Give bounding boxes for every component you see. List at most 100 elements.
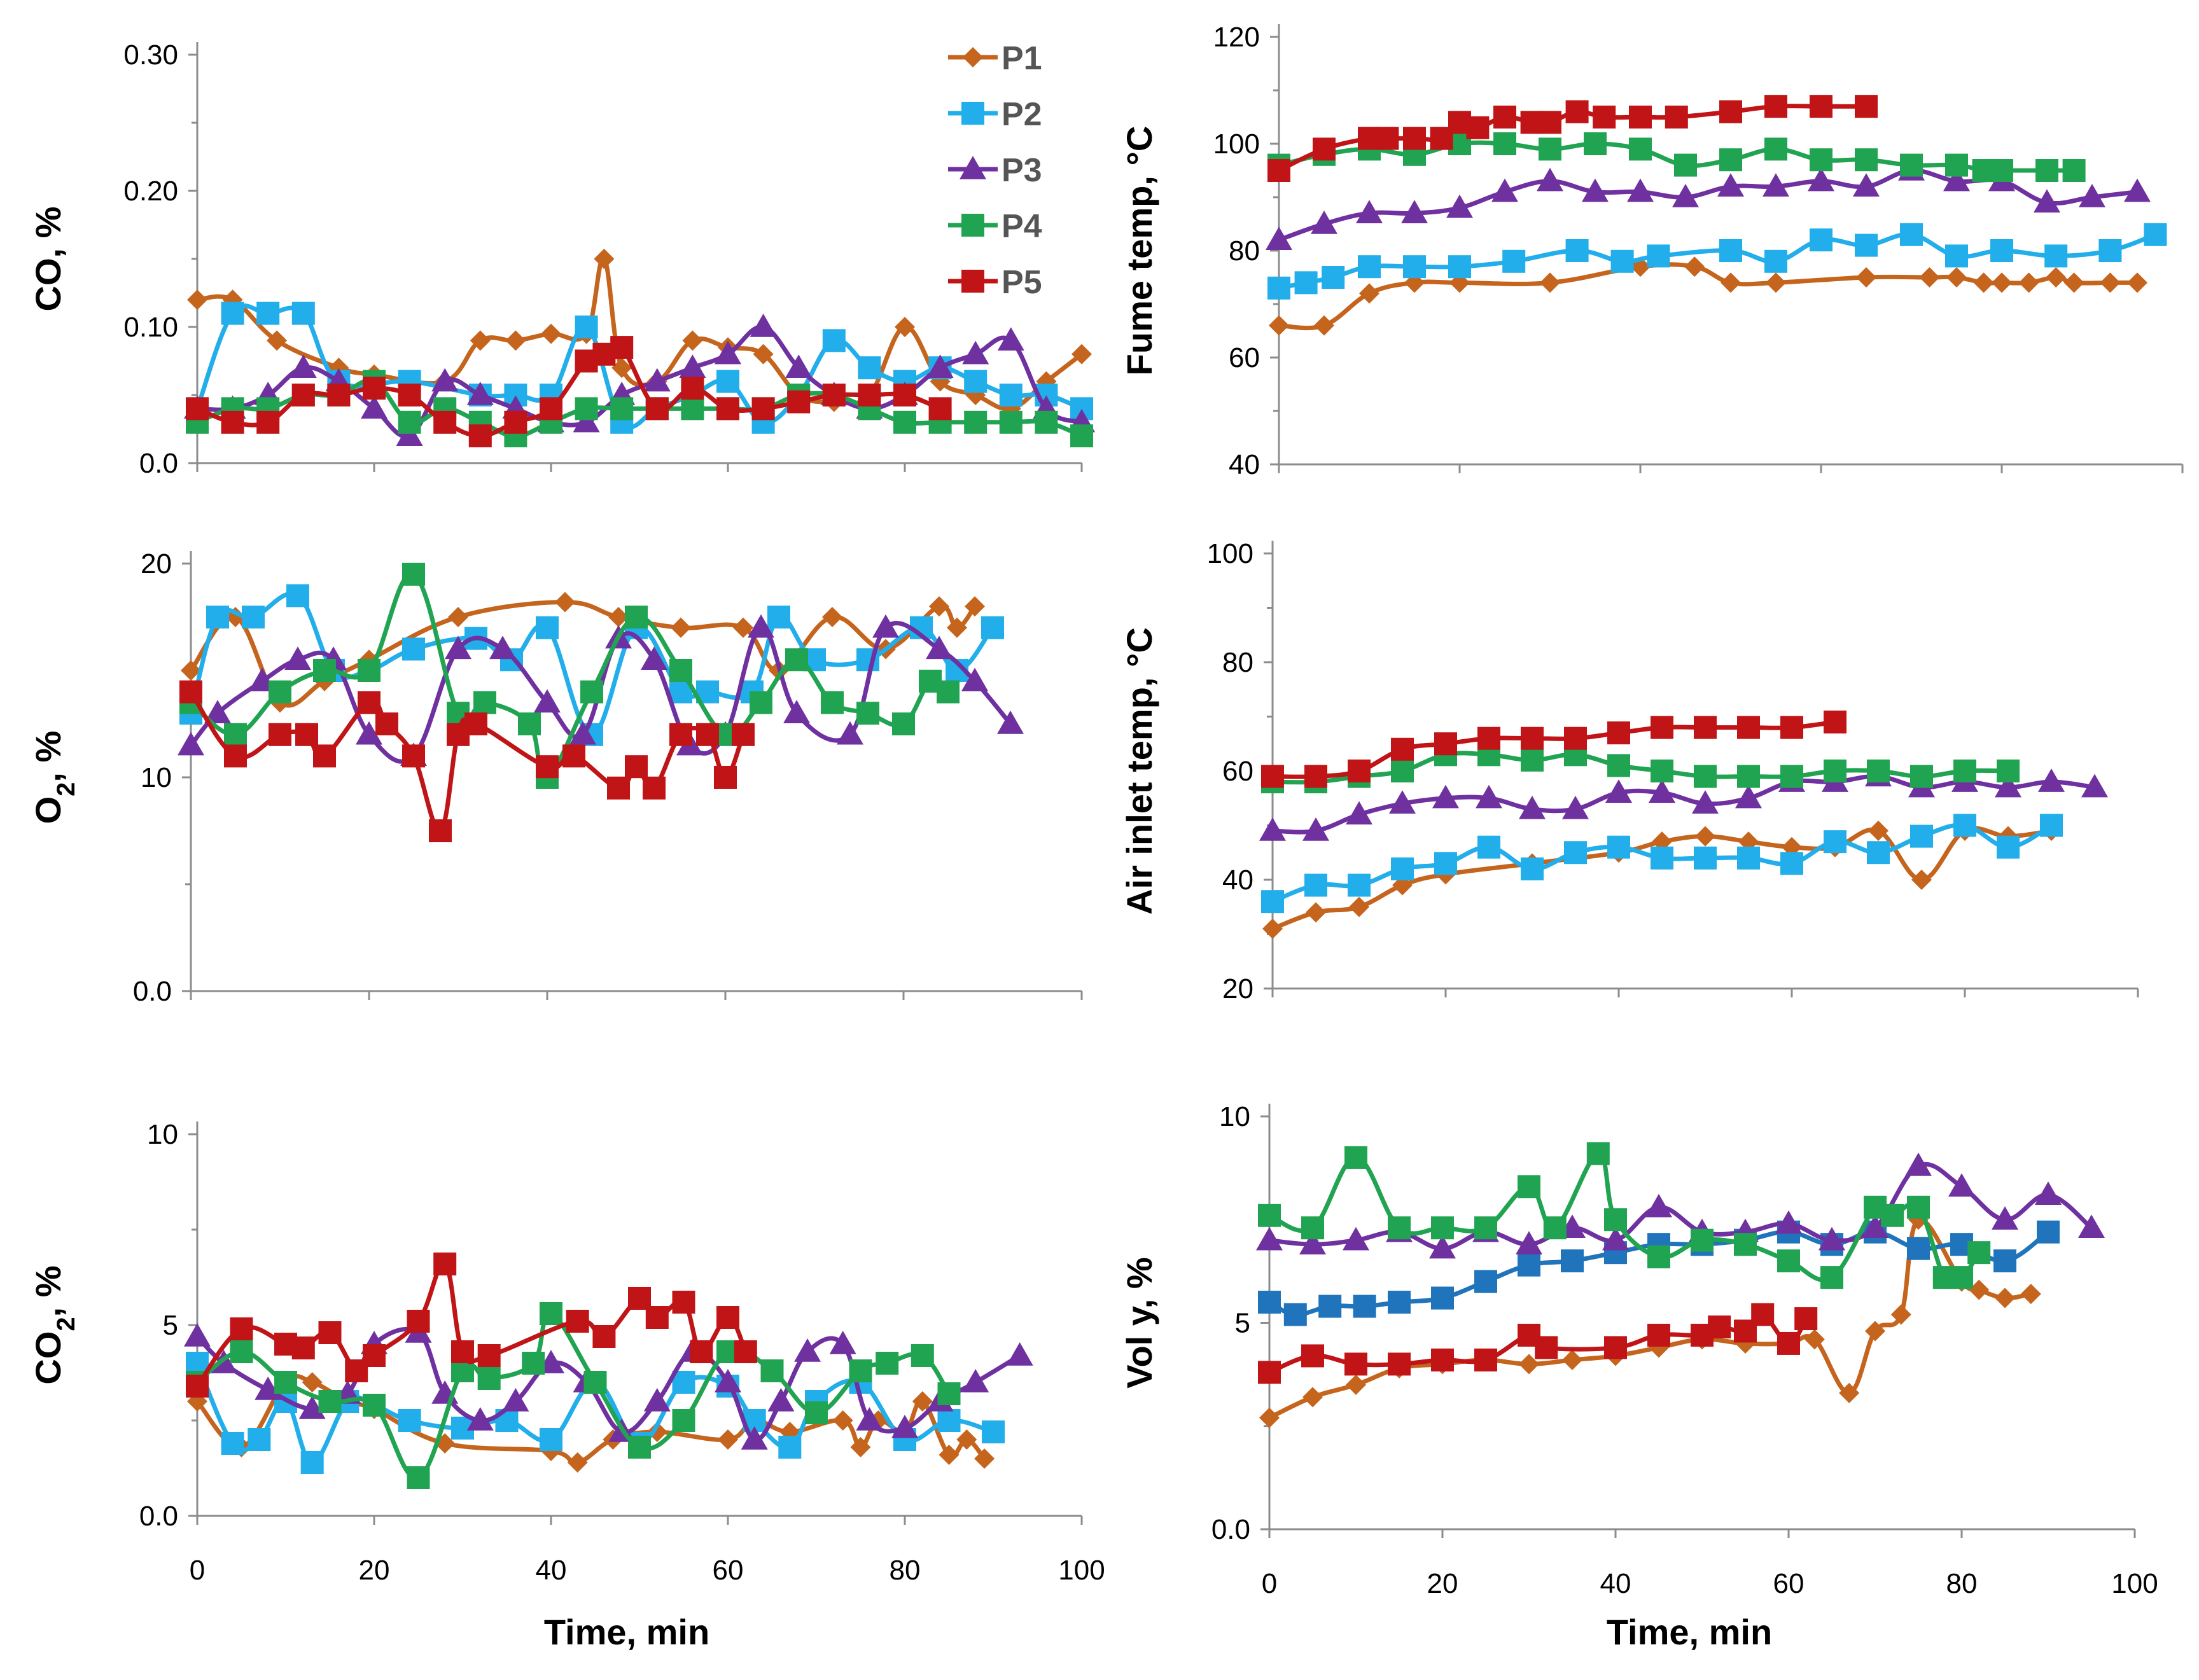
data-point-p1 <box>718 1429 738 1450</box>
data-point-p1 <box>1973 272 1994 293</box>
data-point-p3 <box>255 1377 282 1400</box>
legend-label: P1 <box>1002 40 1042 77</box>
data-point-p5 <box>1466 116 1490 139</box>
data-point-p2 <box>1304 873 1327 897</box>
legend-entry-p1: P1 <box>948 40 1042 77</box>
data-point-p3 <box>643 368 671 392</box>
data-point-p3 <box>1717 173 1744 197</box>
data-point-p5 <box>536 755 559 779</box>
data-point-p1 <box>1359 283 1379 304</box>
data-point-p1 <box>2063 272 2084 293</box>
data-point-p4 <box>230 1340 253 1363</box>
data-point-p5 <box>1824 711 1846 734</box>
data-point-p4 <box>1820 1266 1843 1289</box>
y-tick-label: 0.0 <box>133 976 172 1007</box>
data-point-p5 <box>1737 716 1760 739</box>
data-point-p1 <box>2020 1284 2041 1305</box>
data-point-p4 <box>1474 1216 1497 1240</box>
data-point-p5 <box>690 1340 713 1363</box>
data-point-p3 <box>2124 178 2151 202</box>
data-point-p1 <box>956 1429 977 1450</box>
data-point-p3 <box>396 422 423 446</box>
data-point-p5 <box>751 397 775 420</box>
data-point-p3 <box>1627 178 1654 202</box>
y-tick-label: 40 <box>1229 449 1260 480</box>
data-point-p3 <box>926 354 954 378</box>
data-point-p2 <box>1267 276 1290 300</box>
data-point-p1 <box>1302 1387 1323 1408</box>
data-point-p4 <box>2062 159 2086 182</box>
data-point-p5 <box>1651 716 1673 739</box>
data-point-p2 <box>1993 1249 2016 1273</box>
data-point-p2 <box>1431 1286 1454 1310</box>
data-point-p4 <box>1953 760 1976 782</box>
data-point-p5 <box>645 397 669 420</box>
data-point-p3 <box>1605 779 1632 803</box>
data-point-p3 <box>284 646 311 670</box>
data-point-p2 <box>1953 814 1976 837</box>
data-point-p5 <box>592 1325 616 1348</box>
data-point-p3 <box>1819 1226 1845 1251</box>
data-point-p1 <box>1684 256 1705 277</box>
data-point-p1 <box>1911 870 1932 890</box>
chart-o2: 0.0 10 20 O2, % <box>28 548 1083 1007</box>
data-point-p4 <box>313 659 336 682</box>
data-point-p5 <box>363 1344 386 1367</box>
data-point-p2 <box>937 1409 961 1432</box>
data-point-p5 <box>186 397 209 420</box>
data-point-p3 <box>1346 801 1372 825</box>
data-point-p5 <box>1694 716 1717 739</box>
data-point-p1 <box>1562 1349 1582 1370</box>
data-point-p5 <box>1313 137 1336 161</box>
data-point-p3 <box>1775 1210 1802 1234</box>
data-point-p3 <box>204 700 231 723</box>
data-point-p5 <box>1593 106 1616 128</box>
data-point-p1 <box>1269 315 1289 336</box>
data-point-p3 <box>1432 784 1459 809</box>
data-point-p2 <box>1564 841 1587 864</box>
data-point-p5 <box>1477 726 1500 750</box>
data-point-p5 <box>1764 95 1787 118</box>
data-point-p4 <box>1734 1233 1757 1256</box>
data-point-p4 <box>681 397 704 420</box>
data-point-p1 <box>1919 267 1940 288</box>
data-point-p2 <box>1318 1295 1342 1318</box>
data-point-p5 <box>1647 1323 1670 1347</box>
data-point-p5 <box>1474 1348 1497 1371</box>
data-point-p4 <box>1586 1142 1610 1165</box>
chart-co: 0.0 0.10 0.20 0.30 CO, % <box>28 39 1095 479</box>
data-point-p1 <box>1804 1329 1825 1350</box>
data-point-p5 <box>407 1310 430 1333</box>
y-tick-label: 120 <box>1213 22 1260 53</box>
x-tick-label: 80 <box>1946 1568 1978 1599</box>
data-point-p4 <box>1651 760 1673 782</box>
data-point-p5 <box>256 410 280 434</box>
data-point-p3 <box>748 614 774 638</box>
data-point-p5 <box>1564 726 1587 750</box>
data-point-p4 <box>625 606 648 628</box>
data-point-p2 <box>575 316 598 338</box>
data-point-p3 <box>466 1407 494 1431</box>
y-tick-label: 100 <box>1207 538 1253 569</box>
data-point-p5 <box>643 776 666 800</box>
data-point-p2 <box>1855 233 1878 257</box>
legend-label: P3 <box>1002 152 1042 189</box>
data-point-p4 <box>1694 765 1717 788</box>
x-tick-label: 100 <box>1058 1555 1105 1586</box>
data-point-p1 <box>1856 267 1876 288</box>
data-point-p1 <box>187 289 207 310</box>
data-point-p3 <box>829 1331 856 1354</box>
data-point-p2 <box>999 384 1023 406</box>
data-point-p1 <box>505 330 526 351</box>
data-point-p5 <box>562 744 585 768</box>
y-tick-label: 10 <box>1219 1101 1250 1132</box>
y-axis-title: O2, % <box>28 731 80 824</box>
legend-marker <box>960 156 986 179</box>
data-point-p3 <box>643 1388 671 1412</box>
data-point-p3 <box>1763 173 1789 197</box>
y-tick-label: 0.0 <box>139 1501 178 1532</box>
data-point-p5 <box>230 1317 253 1340</box>
data-point-p3 <box>962 340 989 364</box>
legend-entry-p4: P4 <box>948 208 1042 245</box>
data-point-p5 <box>1301 1344 1324 1368</box>
